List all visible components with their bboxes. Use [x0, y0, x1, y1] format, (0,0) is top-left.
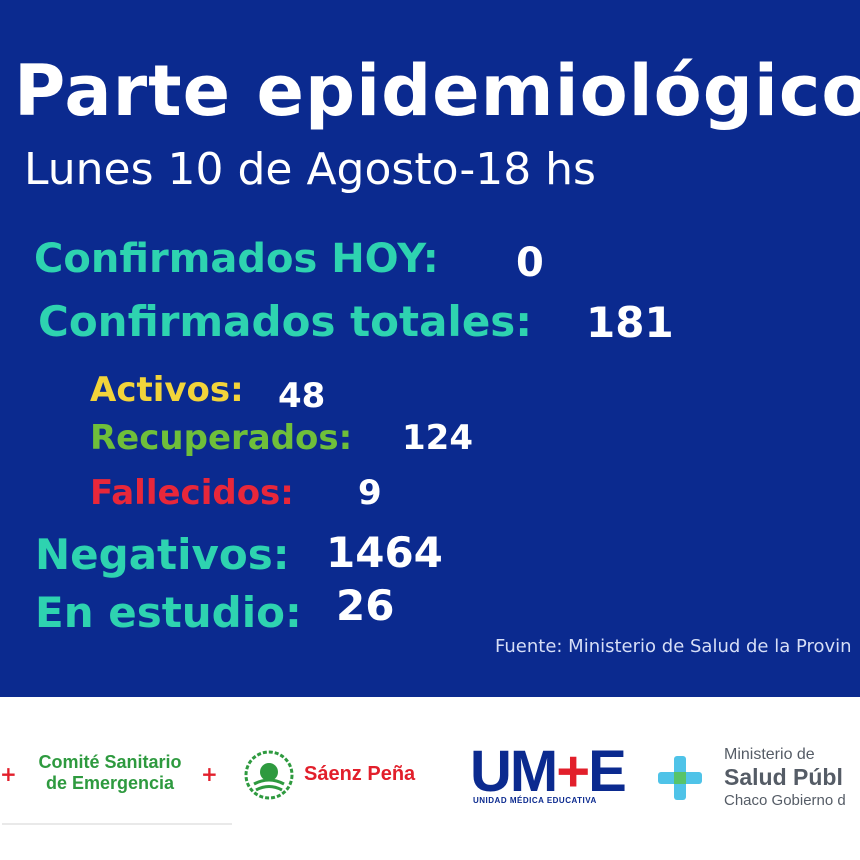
negativos-label: Negativos:: [35, 530, 290, 579]
confirmados-totales-label: Confirmados totales:: [38, 297, 533, 346]
confirmados-hoy-value: 0: [516, 240, 544, 286]
page-title: Parte epidemiológico: [14, 50, 860, 132]
ministerio-line2: Salud Públ: [724, 764, 843, 790]
en-estudio-value: 26: [336, 581, 395, 630]
ume-main: UM: [470, 739, 558, 804]
negativos-value: 1464: [326, 528, 443, 577]
recuperados-value: 124: [402, 418, 473, 458]
red-cross-icon: +: [201, 762, 218, 786]
ume-logo: UM+E: [470, 738, 627, 805]
divider: [2, 823, 232, 825]
activos-value: 48: [278, 376, 326, 416]
fallecidos-value: 9: [358, 473, 382, 513]
fallecidos-label: Fallecidos:: [90, 473, 294, 513]
recuperados-label: Recuperados:: [90, 418, 353, 458]
ministerio-line3: Chaco Gobierno d: [724, 792, 846, 809]
comite-line2: de Emergencia: [45, 773, 175, 793]
saenz-pena-text: Sáenz Peña: [304, 763, 416, 785]
logo-strip: [0, 697, 860, 860]
confirmados-totales-value: 181: [586, 298, 674, 347]
red-cross-icon: +: [0, 762, 17, 786]
ume-plus: +: [556, 739, 590, 804]
report-panel: Parte epidemiológico Lunes 10 de Agosto-…: [0, 0, 860, 697]
ume-subtitle: UNIDAD MÉDICA EDUCATIVA: [473, 796, 597, 805]
ministerio-line1: Ministerio de: [724, 746, 815, 763]
saenz-pena-emblem-icon: [244, 750, 294, 800]
health-cross-icon: [658, 756, 702, 800]
comite-line1: Comité Sanitario: [38, 752, 182, 772]
page-subtitle: Lunes 10 de Agosto-18 hs: [24, 144, 596, 195]
activos-label: Activos:: [90, 370, 244, 410]
confirmados-hoy-label: Confirmados HOY:: [34, 236, 439, 282]
source-note: Fuente: Ministerio de Salud de la Provin: [495, 636, 852, 657]
comite-sanitario-logo: Comité Sanitario de Emergencia: [4, 752, 216, 794]
en-estudio-label: En estudio:: [35, 588, 302, 637]
ume-end: E: [588, 739, 627, 804]
